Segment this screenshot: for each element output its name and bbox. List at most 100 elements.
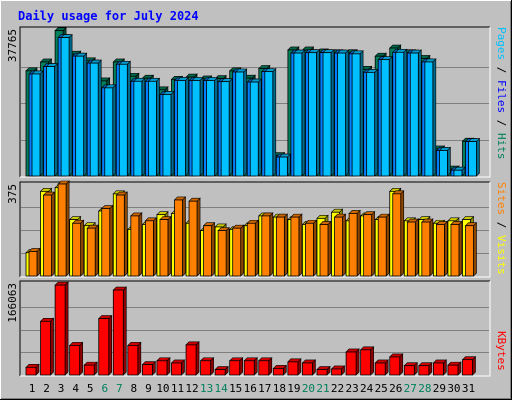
bar-pages-day-9	[147, 77, 161, 177]
day-label: 6	[101, 382, 108, 395]
day-label: 8	[131, 382, 138, 395]
bar-sites-day-19	[290, 213, 303, 277]
bar-kbytes-day-8	[127, 341, 142, 376]
bar-kbytes-day-29	[432, 359, 448, 376]
day-label: 16	[244, 382, 257, 395]
bar-pages-day-10	[162, 90, 175, 177]
sites-legend-label: Sites	[495, 182, 508, 215]
bar-pages-day-19	[293, 49, 306, 177]
bar-pages-day-25	[380, 55, 393, 177]
day-label: 25	[375, 382, 388, 395]
bar-sites-day-8	[130, 212, 143, 277]
bar-kbytes-day-21	[316, 365, 331, 376]
day-label: 20	[302, 382, 315, 395]
bar-pages-day-16	[249, 78, 262, 177]
bar-kbytes-day-5	[83, 361, 98, 376]
bar-sites-day-9	[144, 217, 158, 277]
bar-pages-day-1	[31, 70, 44, 177]
day-label: 14	[215, 382, 229, 395]
bar-kbytes-day-26	[389, 353, 404, 376]
bar-sites-day-7	[115, 191, 129, 277]
bar-pages-day-26	[395, 48, 408, 177]
day-label: 10	[156, 382, 169, 395]
bar-kbytes-day-30	[447, 361, 462, 376]
day-label: 17	[258, 382, 271, 395]
bar-sites-day-13	[202, 221, 216, 277]
bar-pages-day-8	[133, 77, 146, 177]
day-label: 24	[360, 382, 374, 395]
bar-kbytes-day-11	[170, 359, 186, 376]
kbytes-bars	[25, 281, 477, 376]
bar-kbytes-day-12	[185, 341, 200, 376]
day-label: 29	[433, 382, 446, 395]
bar-sites-day-11	[173, 196, 187, 277]
bar-pages-day-24	[365, 68, 379, 177]
day-label: 23	[345, 382, 358, 395]
day-label: 27	[404, 382, 417, 395]
bar-sites-day-4	[71, 219, 85, 277]
bar-sites-day-28	[421, 218, 434, 277]
bar-kbytes-day-9	[141, 360, 157, 376]
day-label: 31	[462, 382, 475, 395]
hits-legend-label: Hits	[495, 133, 508, 160]
bar-kbytes-day-10	[156, 357, 171, 376]
visits-max-label: 375	[6, 184, 19, 204]
bar-sites-day-6	[101, 204, 114, 277]
visits-legend-label: Visits	[495, 235, 508, 275]
bar-pages-day-18	[278, 153, 292, 177]
bar-sites-day-10	[159, 215, 172, 277]
bar-sites-day-16	[246, 219, 259, 277]
bar-kbytes-day-28	[418, 361, 433, 376]
bar-pages-day-3	[60, 33, 73, 177]
bar-sites-day-12	[188, 197, 201, 277]
day-label: 12	[185, 382, 198, 395]
day-label: 7	[116, 382, 123, 395]
kbytes-axis-title: KBytes	[495, 331, 508, 371]
bar-sites-day-23	[348, 209, 361, 277]
bar-pages-day-4	[74, 52, 88, 177]
hits-max-label: 37765	[6, 29, 19, 62]
bar-pages-day-13	[205, 76, 219, 177]
pages-legend-label: Pages	[495, 27, 508, 60]
day-label: 5	[87, 382, 94, 395]
day-label: 19	[287, 382, 300, 395]
chart-title: Daily usage for July 2024	[18, 9, 199, 23]
bar-pages-day-17	[264, 67, 277, 177]
visits-axis-title: Sites / Visits	[495, 182, 508, 275]
bar-sites-day-27	[406, 218, 420, 277]
day-label: 9	[145, 382, 152, 395]
bar-kbytes-day-27	[403, 361, 419, 376]
bar-pages-day-20	[307, 48, 321, 177]
bar-sites-day-21	[319, 220, 332, 277]
bar-kbytes-day-15	[228, 357, 244, 376]
bar-sites-day-20	[304, 219, 318, 277]
bar-sites-day-26	[392, 190, 405, 277]
bar-kbytes-day-3	[54, 281, 69, 376]
day-label: 30	[447, 382, 460, 395]
bar-kbytes-day-23	[345, 348, 360, 376]
hits-files-pages-bars	[25, 26, 481, 177]
kbytes-max-label: 166063	[6, 283, 19, 323]
bar-pages-day-30	[453, 166, 466, 177]
day-label: 13	[200, 382, 213, 395]
bar-pages-day-21	[322, 48, 335, 177]
day-labels: 1 2 3 4 5 6 7 8 9 10 11 12 13 14 15 16 17 18 19 20 21 22 23 24 2…	[29, 382, 475, 395]
bar-kbytes-day-17	[258, 357, 273, 376]
bar-pages-day-29	[438, 146, 452, 177]
day-label: 28	[418, 382, 431, 395]
bar-sites-day-5	[86, 224, 99, 277]
bar-sites-day-24	[362, 210, 376, 277]
bar-pages-day-28	[424, 58, 437, 177]
bar-kbytes-day-7	[112, 286, 128, 376]
day-label: 15	[229, 382, 242, 395]
bar-pages-day-14	[220, 77, 233, 177]
bar-sites-day-25	[377, 213, 390, 277]
bar-pages-day-23	[351, 50, 364, 177]
day-label: 1	[29, 382, 36, 395]
bar-sites-day-29	[435, 220, 449, 277]
day-label: 2	[43, 382, 50, 395]
bar-kbytes-day-1	[25, 363, 40, 376]
kbytes-legend-label: KBytes	[495, 331, 508, 371]
sites-visits-bars	[25, 180, 478, 277]
